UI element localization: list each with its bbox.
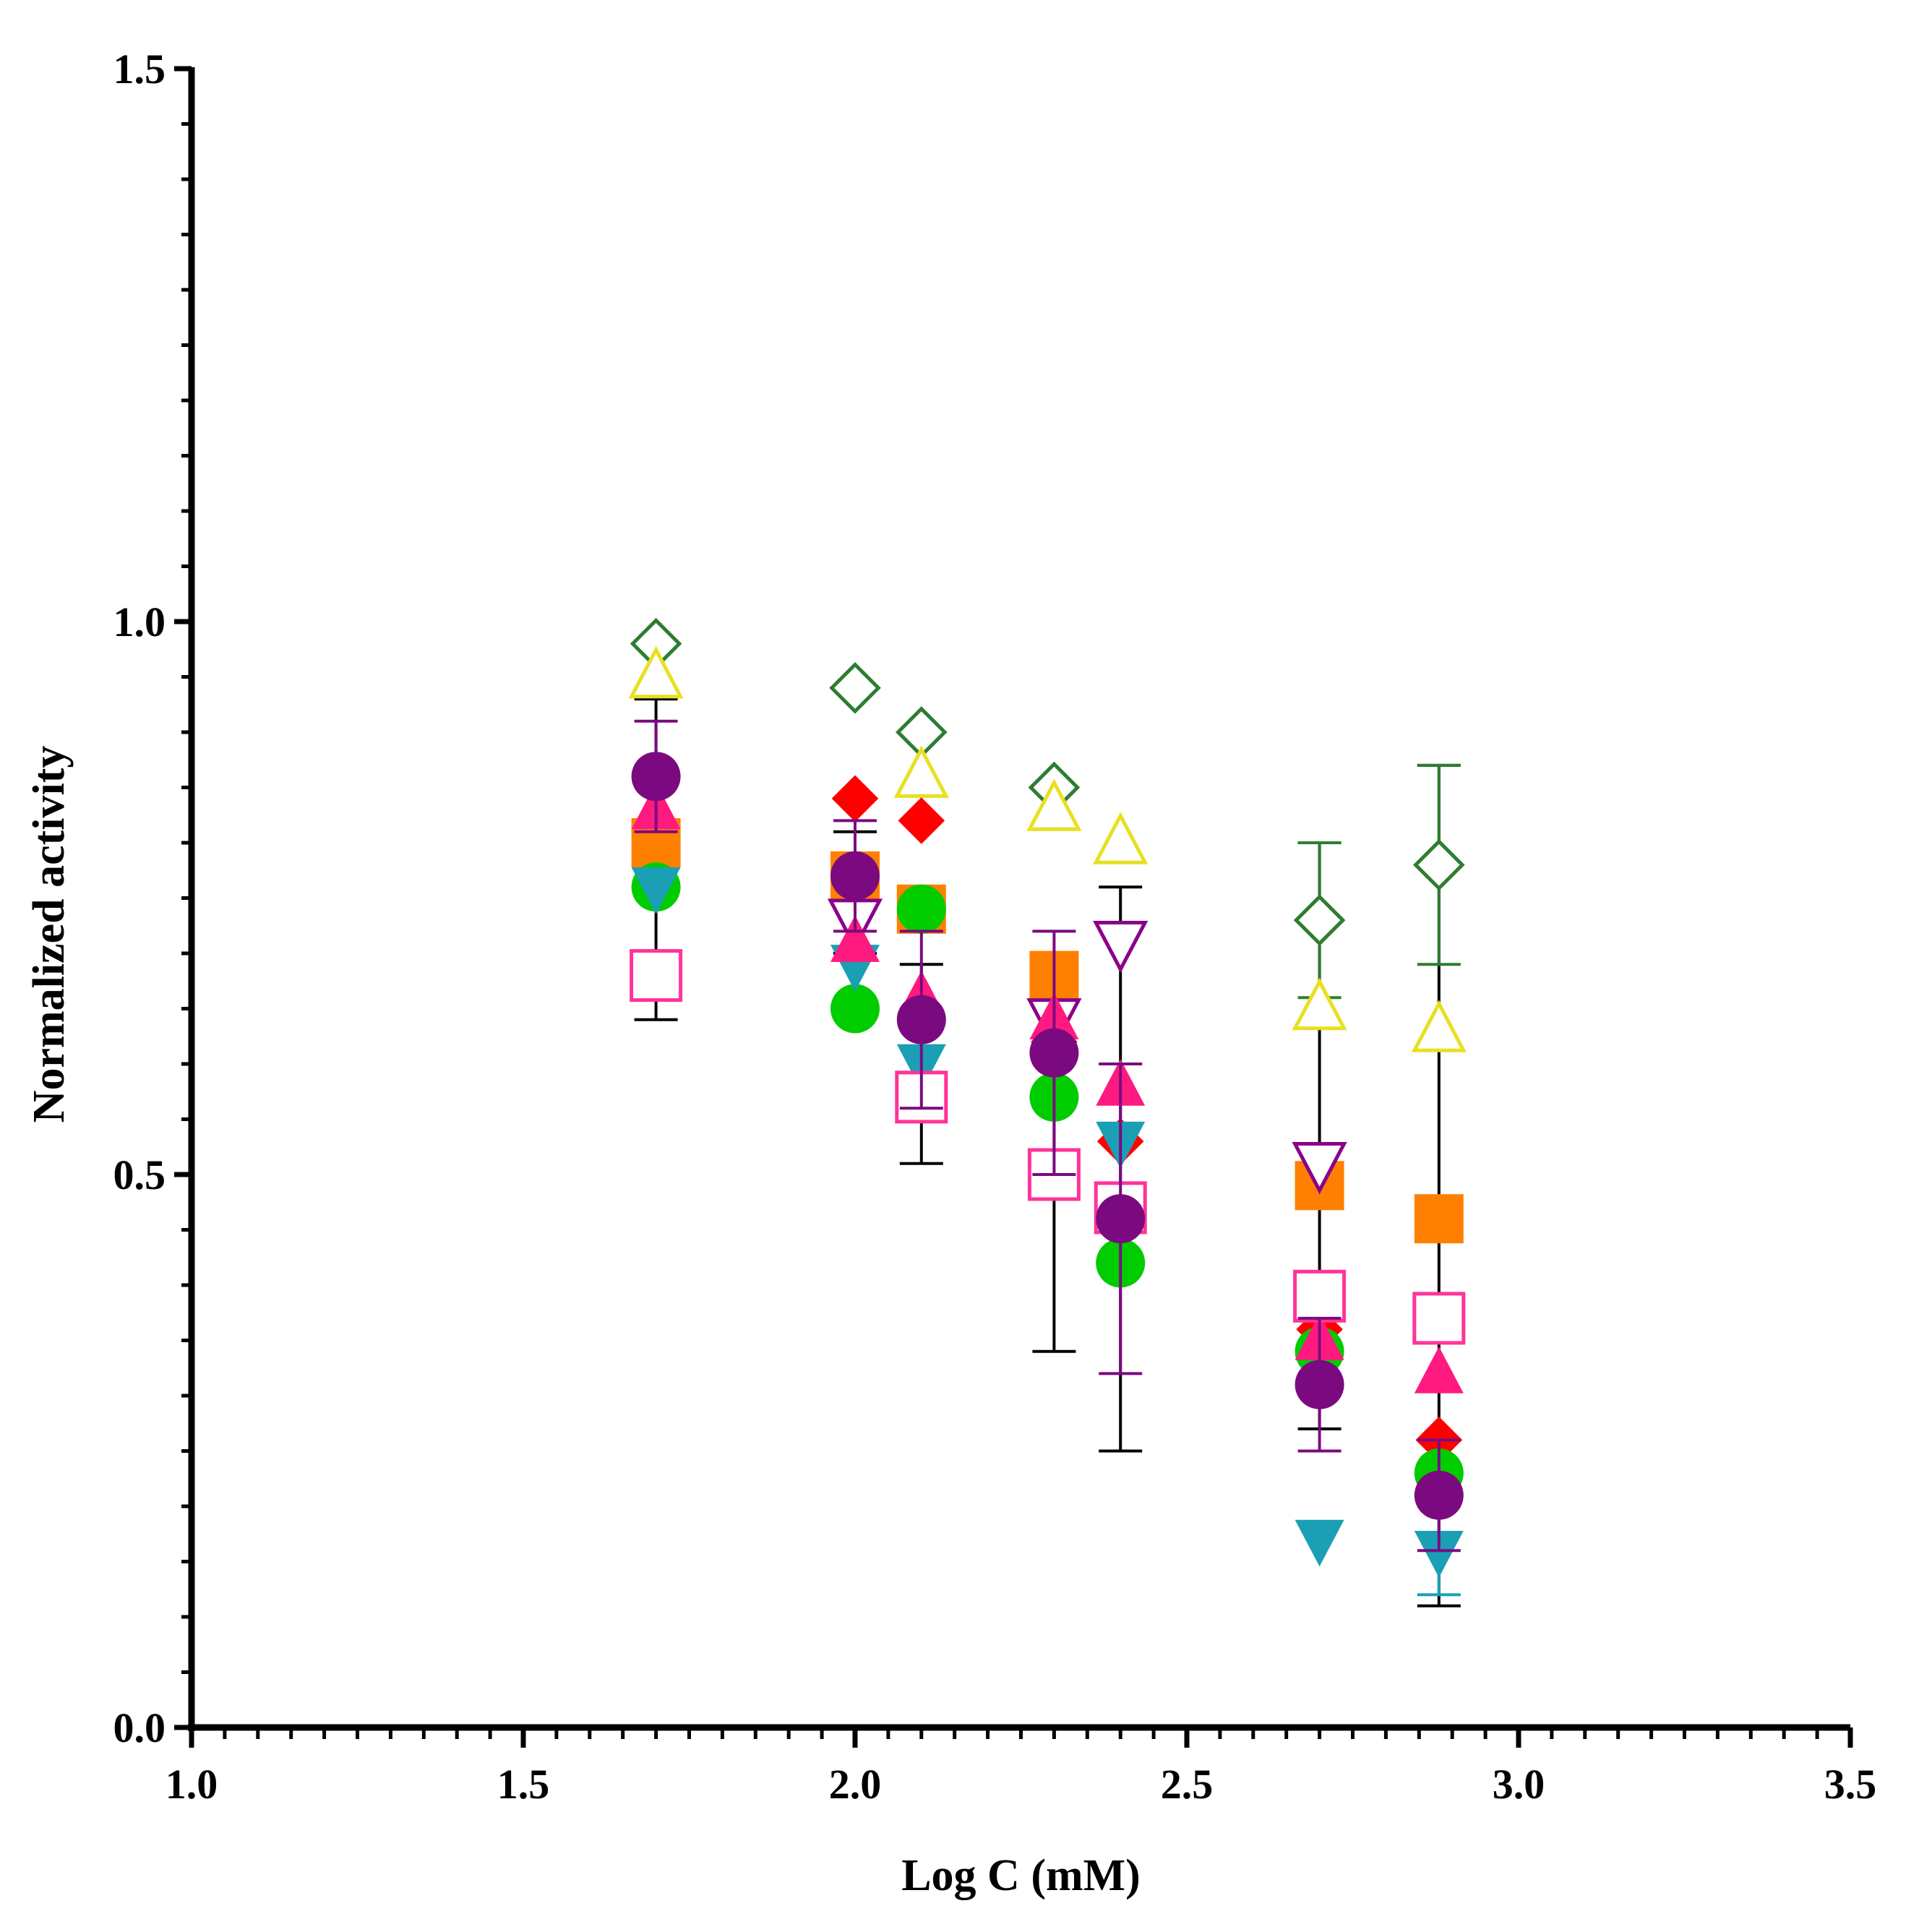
data-point-triangle-down <box>1414 1531 1464 1578</box>
data-point-triangle-up <box>893 745 949 798</box>
data-point-triangle-up <box>1411 1000 1467 1052</box>
y-tick-label: 0.0 <box>113 1704 166 1751</box>
data-point-circle <box>1414 1470 1464 1520</box>
x-axis-title: Log C (mM) <box>901 1851 1141 1900</box>
data-point-diamond <box>1293 894 1346 946</box>
data-point-triangle-up <box>628 645 684 699</box>
data-point-circle <box>896 884 946 934</box>
data-point-circle <box>830 851 880 901</box>
x-tick-label: 3.5 <box>1824 1761 1877 1808</box>
data-point-triangle-down <box>1292 1142 1347 1195</box>
data-point-triangle-up <box>1414 1347 1464 1394</box>
data-point-circle <box>896 995 946 1044</box>
y-tick-label: 0.5 <box>113 1151 166 1198</box>
y-tick-label: 1.5 <box>113 46 166 93</box>
data-point-diamond <box>898 797 945 844</box>
data-point-triangle-up <box>1026 778 1082 831</box>
data-point-diamond <box>1413 838 1465 891</box>
x-tick-label: 1.0 <box>166 1761 218 1808</box>
data-point-circle <box>1029 1028 1079 1078</box>
x-tick-label: 2.5 <box>1161 1761 1214 1808</box>
data-point-circle <box>830 984 880 1034</box>
y-axis-title: Normalized activity <box>25 746 74 1123</box>
data-point-diamond <box>831 775 879 823</box>
x-tick-label: 2.0 <box>829 1761 882 1808</box>
data-point-diamond <box>829 661 881 714</box>
marker-layer <box>628 617 1467 1597</box>
data-point-square <box>1414 1194 1464 1244</box>
x-tick-label: 1.5 <box>497 1761 550 1808</box>
data-point-circle <box>1295 1360 1344 1409</box>
data-point-square <box>630 949 683 1003</box>
data-point-circle <box>631 752 681 802</box>
data-point-triangle-down <box>1093 921 1149 974</box>
data-point-triangle-up <box>1093 812 1149 864</box>
data-point-circle <box>1096 1194 1146 1244</box>
data-point-triangle-down <box>631 867 681 914</box>
axes: 0.0 0.5 1.0 1.5 1.0 1.5 2.0 2.5 3.0 3.5 <box>113 46 1877 1808</box>
data-point-triangle-up <box>1292 977 1347 1031</box>
data-point-triangle-down <box>1295 1519 1344 1567</box>
y-tick-label: 1.0 <box>113 598 166 645</box>
data-point-square <box>1412 1292 1466 1345</box>
x-tick-label: 3.0 <box>1493 1761 1545 1808</box>
data-point-triangle-up <box>830 915 880 962</box>
data-point-square <box>1293 1269 1347 1323</box>
